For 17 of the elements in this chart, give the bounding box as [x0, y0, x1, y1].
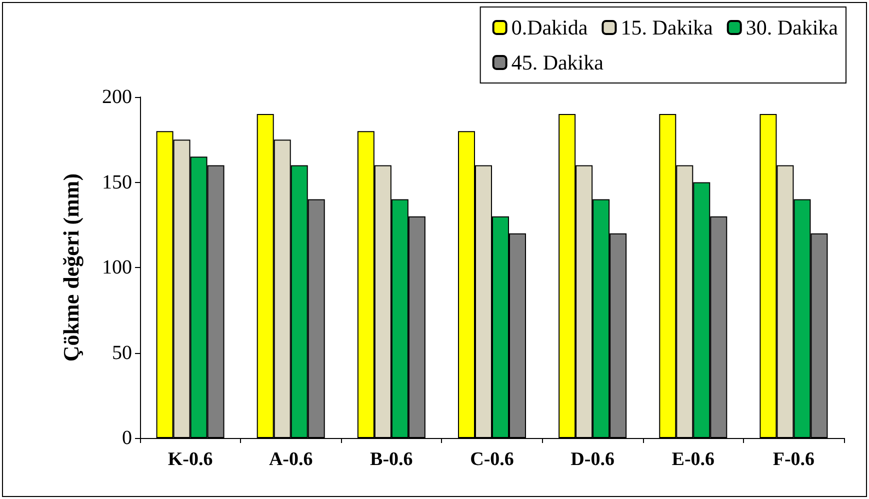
y-tick-label: 150: [102, 171, 132, 194]
x-tick-label: B-0.6: [370, 449, 413, 470]
y-tick-label: 100: [102, 256, 132, 278]
y-tick-label: 200: [102, 86, 132, 108]
y-tick-label: 50: [112, 342, 132, 364]
legend-label: 45. Dakika: [511, 50, 604, 74]
x-tick-label: C-0.6: [470, 449, 514, 470]
legend-label: 30. Dakika: [746, 16, 839, 40]
x-tick-label: F-0.6: [772, 449, 815, 470]
y-tick-label: 0: [122, 427, 132, 449]
legend-label: 0.Dakida: [511, 16, 588, 40]
x-tick-label: A-0.6: [268, 449, 313, 470]
x-tick-label: K-0.6: [168, 449, 213, 470]
y-axis-title: Çökme değeri (mm): [58, 173, 84, 362]
legend-label: 15. Dakika: [620, 16, 714, 40]
x-tick-label: E-0.6: [672, 449, 715, 470]
x-tick-label: D-0.6: [570, 449, 614, 470]
